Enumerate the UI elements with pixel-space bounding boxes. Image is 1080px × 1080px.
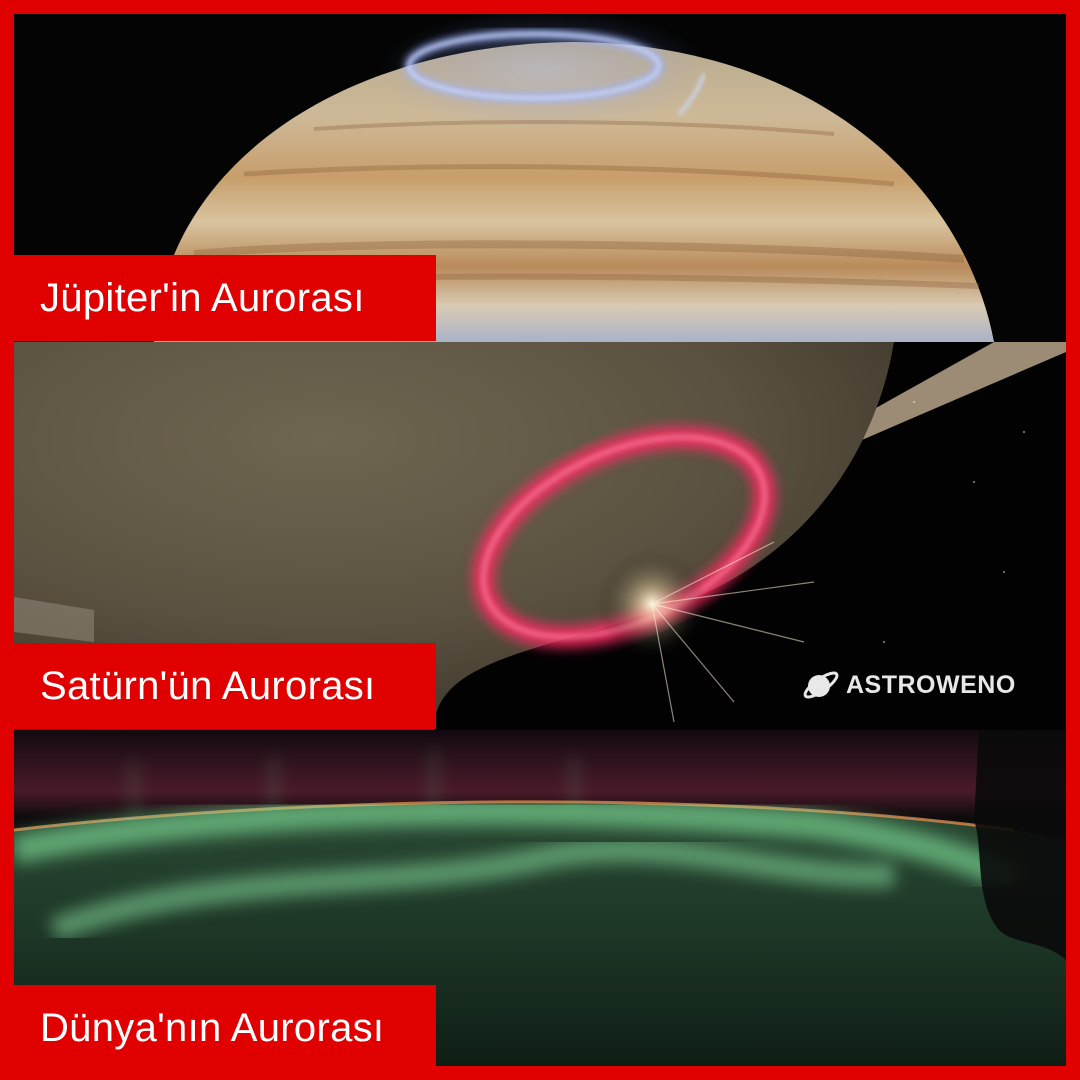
earth-label: Dünya'nın Aurorası — [14, 985, 436, 1071]
jupiter-aurora-image — [14, 14, 1066, 342]
brand-logo: ASTROWENO — [800, 664, 1016, 706]
saturn-label: Satürn'ün Aurorası — [14, 643, 436, 729]
jupiter-label: Jüpiter'in Aurorası — [14, 255, 436, 341]
saturn-aurora-image — [14, 342, 1066, 730]
planet-ring-icon — [803, 671, 839, 699]
brand-name: ASTROWENO — [846, 670, 1016, 699]
